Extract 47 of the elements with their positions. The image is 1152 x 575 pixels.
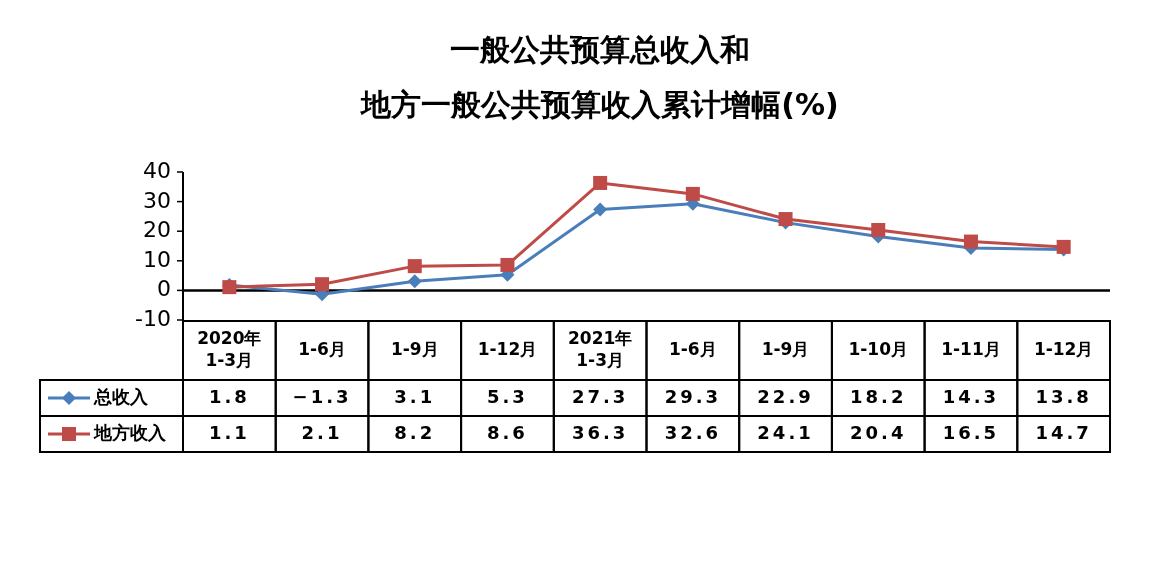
data-label: 8.6 (487, 422, 528, 443)
chart-title: 一般公共预算总收入和地方一般公共预算收入累计增幅(%) (359, 31, 839, 121)
point (500, 257, 515, 272)
x-tick-label: 1-6月 (668, 339, 717, 359)
y-tick-label: 10 (143, 246, 171, 272)
point (593, 202, 608, 217)
data-label: 2.1 (301, 422, 343, 443)
data-label: 14.7 (1035, 422, 1092, 443)
data-label: 8.2 (394, 422, 436, 443)
data-label: 5.3 (487, 386, 528, 407)
data-label: 18.2 (850, 386, 907, 407)
data-label: 1.8 (208, 386, 250, 407)
data-label: 3.1 (394, 386, 436, 407)
data-label: 1.1 (208, 422, 250, 443)
data-label: 27.3 (571, 386, 629, 407)
data-label: 22.9 (757, 386, 814, 407)
data-label: 36.3 (571, 422, 629, 443)
y-tick-label: 20 (143, 217, 171, 243)
y-tick-label: 0 (157, 276, 171, 302)
data-label: −1.3 (292, 386, 352, 407)
x-tick-label: 2021年1-3月 (567, 328, 633, 370)
legend-label: 地方收入 (93, 422, 167, 443)
data-label: 16.5 (942, 422, 1000, 443)
data-label: 20.4 (850, 422, 907, 443)
x-tick-label: 1-6月 (298, 339, 346, 359)
legend-label: 总收入 (93, 386, 149, 407)
data-label: 32.6 (664, 422, 722, 443)
point (407, 259, 422, 274)
point (685, 186, 700, 201)
point (315, 277, 330, 292)
point (593, 175, 608, 190)
data-label: 14.3 (942, 386, 1000, 407)
point (871, 223, 886, 238)
x-tick-label: 1-12月 (477, 339, 538, 359)
x-tick-label: 2020年1-3月 (197, 328, 262, 370)
y-tick-label: 30 (143, 187, 171, 213)
point (963, 234, 978, 249)
x-tick-label: 1-9月 (761, 339, 810, 359)
x-tick-label: 1-11月 (941, 339, 1001, 359)
point (407, 274, 422, 289)
x-tick-label: 1-10月 (848, 339, 909, 359)
x-tick-label: 1-9月 (390, 339, 439, 359)
data-label: 29.3 (664, 386, 722, 407)
x-tick-label: 1-12月 (1033, 339, 1094, 359)
data-label: 24.1 (757, 422, 814, 443)
y-tick-label: 40 (143, 158, 171, 183)
data-label: 13.8 (1035, 386, 1092, 407)
